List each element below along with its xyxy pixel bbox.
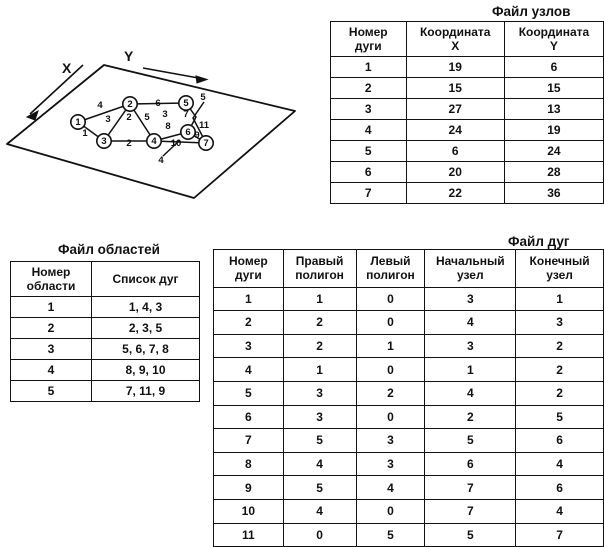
- svg-text:6: 6: [185, 127, 190, 138]
- svg-text:1: 1: [82, 128, 88, 139]
- svg-text:3: 3: [101, 136, 106, 147]
- svg-text:11: 11: [199, 120, 210, 131]
- svg-text:7: 7: [203, 138, 208, 149]
- svg-text:8: 8: [165, 121, 170, 132]
- svg-text:5: 5: [144, 112, 150, 123]
- svg-text:10: 10: [171, 138, 182, 149]
- svg-text:3: 3: [162, 109, 167, 120]
- svg-text:1: 1: [75, 117, 81, 128]
- svg-text:5: 5: [200, 92, 206, 103]
- svg-text:6: 6: [155, 98, 160, 109]
- svg-text:4: 4: [97, 100, 103, 111]
- svg-text:5: 5: [183, 98, 189, 109]
- svg-text:2: 2: [126, 112, 131, 123]
- svg-text:2: 2: [127, 99, 132, 110]
- svg-text:3: 3: [105, 114, 110, 125]
- svg-text:4: 4: [151, 136, 157, 147]
- svg-text:2: 2: [126, 138, 131, 149]
- svg-text:4: 4: [158, 155, 164, 166]
